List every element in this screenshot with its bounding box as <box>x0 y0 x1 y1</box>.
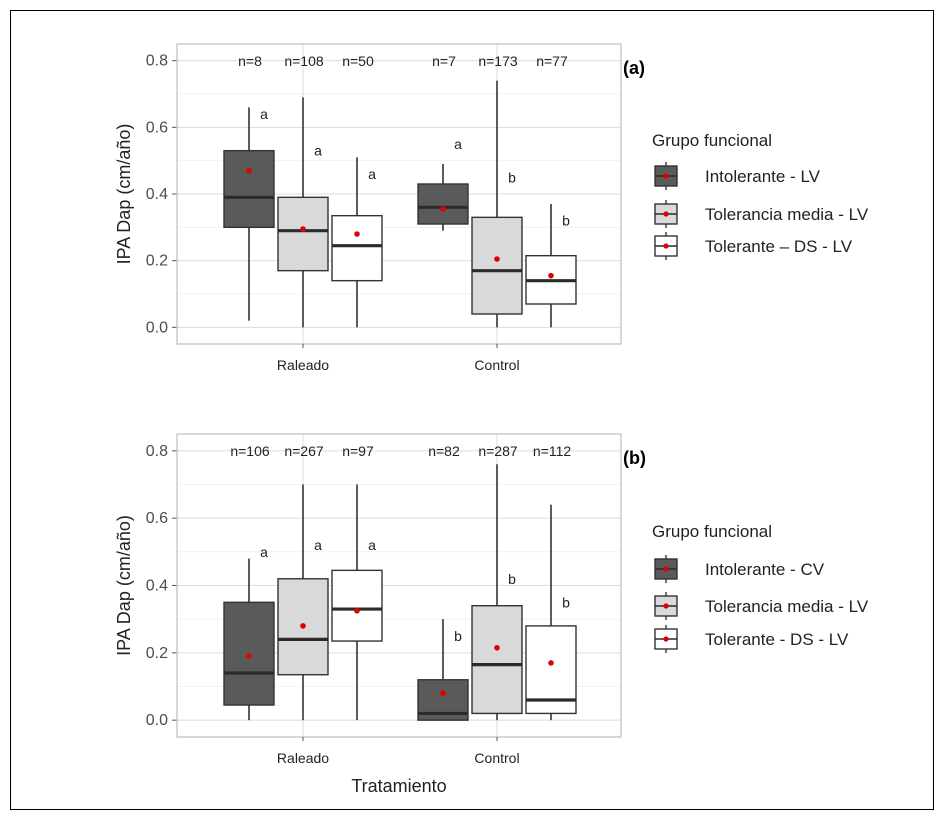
legend-label: Tolerante - DS - LV <box>705 630 849 649</box>
legend-title: Grupo funcional <box>652 522 772 541</box>
panel-border <box>176 433 622 738</box>
mean-point <box>354 607 360 614</box>
y-tick-label: 0.8 <box>146 443 168 460</box>
significance-letter: a <box>368 166 376 182</box>
mean-point <box>440 206 446 212</box>
box-iqr <box>331 569 383 642</box>
y-tick-label: 0.2 <box>146 645 168 662</box>
box-iqr <box>277 196 329 272</box>
x-axis-title: Tratamiento <box>351 776 446 796</box>
legend-key-mean <box>663 636 669 642</box>
y-tick-label: 0.4 <box>146 578 168 595</box>
y-tick-label: 0.4 <box>146 186 168 203</box>
y-tick-label: 0.0 <box>146 319 168 336</box>
x-tick-label: Control <box>474 357 519 373</box>
sample-size-label: n=112 <box>533 443 571 459</box>
legend-key-mean <box>663 243 669 249</box>
significance-letter: b <box>454 628 462 644</box>
legend-title: Grupo funcional <box>652 131 772 150</box>
legend-label: Intolerante - CV <box>705 560 825 579</box>
x-tick-label: Raleado <box>277 750 329 766</box>
mean-point <box>494 644 500 651</box>
mean-point <box>354 231 360 237</box>
sample-size-label: n=173 <box>478 53 518 69</box>
mean-point <box>548 660 554 666</box>
box-iqr <box>471 605 523 715</box>
legend-label: Intolerante - LV <box>705 167 821 186</box>
significance-letter: a <box>314 143 322 159</box>
legend-label: Tolerancia media - LV <box>705 205 869 224</box>
mean-point <box>548 272 554 279</box>
sample-size-label: n=106 <box>230 443 270 459</box>
significance-letter: a <box>260 544 268 560</box>
legend-label: Tolerancia media - LV <box>705 597 869 616</box>
legend-key-mean <box>663 211 669 217</box>
sample-size-label: n=50 <box>342 53 374 69</box>
mean-point <box>440 690 446 697</box>
box-iqr <box>417 183 469 225</box>
panel-label: (b) <box>623 448 646 468</box>
mean-point <box>494 256 500 262</box>
significance-letter: b <box>508 169 516 185</box>
y-axis-title: IPA Dap (cm/año) <box>114 124 134 265</box>
sample-size-label: n=108 <box>284 53 324 69</box>
y-axis-title: IPA Dap (cm/año) <box>114 515 134 656</box>
significance-letter: a <box>368 537 376 553</box>
legend-key-mean <box>663 603 669 609</box>
y-tick-label: 0.2 <box>146 253 168 270</box>
mean-point <box>246 653 252 659</box>
box-iqr <box>331 214 383 282</box>
legend-label: Tolerante – DS - LV <box>705 237 853 256</box>
significance-letter: b <box>562 594 570 610</box>
significance-letter: a <box>454 136 462 152</box>
significance-letter: a <box>260 106 268 122</box>
significance-letter: b <box>508 571 516 587</box>
sample-size-label: n=287 <box>478 443 518 459</box>
sample-size-label: n=97 <box>342 443 374 459</box>
sample-size-label: n=82 <box>428 443 460 459</box>
x-tick-label: Raleado <box>277 357 329 373</box>
legend-key-mean <box>663 173 669 179</box>
y-tick-label: 0.8 <box>146 53 168 70</box>
y-tick-label: 0.6 <box>146 119 168 136</box>
significance-letter: a <box>314 537 322 553</box>
box-iqr <box>223 149 275 229</box>
y-tick-label: 0.6 <box>146 510 168 527</box>
sample-size-label: n=7 <box>432 53 456 69</box>
sample-size-label: n=8 <box>238 53 262 69</box>
legend-key-mean <box>663 566 669 572</box>
box-iqr <box>471 216 523 315</box>
x-tick-label: Control <box>474 750 519 766</box>
panel-border <box>176 43 622 345</box>
panel-label: (a) <box>623 58 645 78</box>
mean-point <box>300 226 306 232</box>
mean-point <box>300 623 306 629</box>
sample-size-label: n=267 <box>284 443 324 459</box>
mean-point <box>246 167 252 174</box>
sample-size-label: n=77 <box>536 53 568 69</box>
significance-letter: b <box>562 213 570 229</box>
y-tick-label: 0.0 <box>146 712 168 729</box>
